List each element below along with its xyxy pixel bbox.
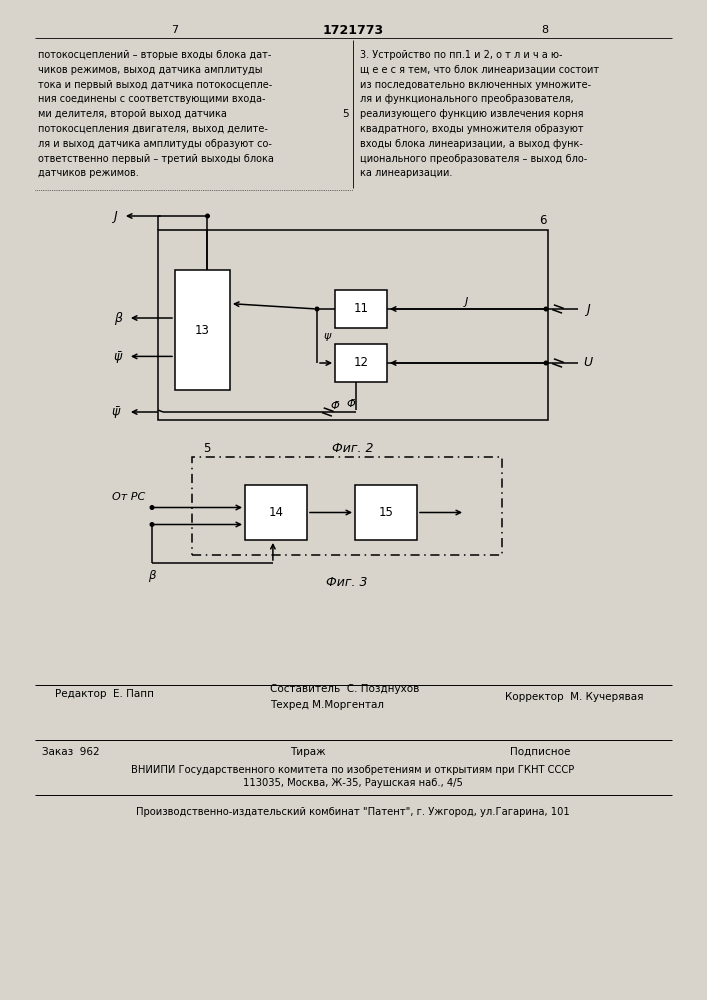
Text: Φ̄: Φ̄	[346, 399, 355, 409]
Text: 14: 14	[269, 506, 284, 519]
Text: Корректор  М. Кучерявая: Корректор М. Кучерявая	[505, 692, 643, 702]
Text: ля и функционального преобразователя,: ля и функционального преобразователя,	[360, 94, 573, 104]
Circle shape	[544, 361, 548, 365]
Bar	[175, 270, 230, 390]
Bar	[158, 230, 548, 420]
Circle shape	[150, 523, 154, 526]
Text: тока и первый выход датчика потокосцепле-: тока и первый выход датчика потокосцепле…	[38, 80, 272, 90]
Text: 3. Устройство по пп.1 и 2, о т л и ч а ю-: 3. Устройство по пп.1 и 2, о т л и ч а ю…	[360, 50, 563, 60]
Text: β: β	[114, 312, 122, 325]
Bar	[335, 344, 387, 382]
Text: 5: 5	[204, 442, 211, 456]
Text: щ е е с я тем, что блок линеаризации состоит: щ е е с я тем, что блок линеаризации сос…	[360, 65, 599, 75]
Text: Фиг. 3: Фиг. 3	[326, 576, 368, 589]
Text: ка линеаризации.: ка линеаризации.	[360, 168, 452, 178]
Text: 113035, Москва, Ж-35, Раушская наб., 4/5: 113035, Москва, Ж-35, Раушская наб., 4/5	[243, 778, 463, 788]
Text: 7: 7	[171, 25, 179, 35]
Text: ответственно первый – третий выходы блока: ответственно первый – третий выходы блок…	[38, 154, 274, 164]
Text: Редактор  Е. Папп: Редактор Е. Папп	[55, 689, 154, 699]
Text: ля и выход датчика амплитуды образуют со-: ля и выход датчика амплитуды образуют со…	[38, 139, 272, 149]
Text: J: J	[586, 302, 590, 316]
Text: 5: 5	[342, 109, 349, 119]
Bar	[192, 457, 502, 555]
Text: из последовательно включенных умножите-: из последовательно включенных умножите-	[360, 80, 591, 90]
Text: чиков режимов, выход датчика амплитуды: чиков режимов, выход датчика амплитуды	[38, 65, 262, 75]
Text: 8: 8	[542, 25, 549, 35]
Text: J: J	[113, 210, 117, 223]
Text: 6: 6	[539, 214, 547, 227]
Text: От РС: От РС	[112, 492, 145, 502]
Text: Φ̄: Φ̄	[331, 401, 339, 411]
Text: квадратного, входы умножителя образуют: квадратного, входы умножителя образуют	[360, 124, 583, 134]
Text: Составитель  С. Позднухов: Составитель С. Позднухов	[270, 684, 419, 694]
Text: 1721773: 1721773	[322, 24, 384, 37]
Text: датчиков режимов.: датчиков режимов.	[38, 168, 139, 178]
Text: 15: 15	[378, 506, 393, 519]
Text: J: J	[465, 297, 468, 307]
Text: ционального преобразователя – выход бло-: ционального преобразователя – выход бло-	[360, 154, 588, 164]
Text: ВНИИПИ Государственного комитета по изобретениям и открытиям при ГКНТ СССР: ВНИИПИ Государственного комитета по изоб…	[132, 765, 575, 775]
Text: Тираж: Тираж	[290, 747, 326, 757]
Text: ми делителя, второй выход датчика: ми делителя, второй выход датчика	[38, 109, 227, 119]
Circle shape	[544, 307, 548, 311]
Bar	[245, 485, 307, 540]
Bar	[335, 290, 387, 328]
Circle shape	[315, 307, 319, 311]
Text: ψ̄: ψ̄	[114, 350, 122, 363]
Text: потокосцеплений – вторые входы блока дат-: потокосцеплений – вторые входы блока дат…	[38, 50, 271, 60]
Circle shape	[206, 214, 209, 218]
Text: реализующего функцию извлечения корня: реализующего функцию извлечения корня	[360, 109, 583, 119]
Text: ψ̄: ψ̄	[112, 406, 120, 418]
Text: β: β	[148, 568, 156, 582]
Bar	[355, 485, 417, 540]
Text: потокосцепления двигателя, выход делите-: потокосцепления двигателя, выход делите-	[38, 124, 268, 134]
Text: ния соединены с соответствующими входа-: ния соединены с соответствующими входа-	[38, 94, 266, 104]
Text: Техред М.Моргентал: Техред М.Моргентал	[270, 700, 384, 710]
Text: ψ: ψ	[323, 331, 331, 341]
Text: Заказ  962: Заказ 962	[42, 747, 100, 757]
Text: 11: 11	[354, 302, 368, 316]
Circle shape	[150, 506, 154, 509]
Text: Подписное: Подписное	[510, 747, 571, 757]
Text: U: U	[583, 357, 592, 369]
Text: Фиг. 2: Фиг. 2	[332, 442, 374, 454]
Text: Производственно-издательский комбинат "Патент", г. Ужгород, ул.Гагарина, 101: Производственно-издательский комбинат "П…	[136, 807, 570, 817]
Text: входы блока линеаризации, а выход функ-: входы блока линеаризации, а выход функ-	[360, 139, 583, 149]
Text: 13: 13	[195, 324, 210, 337]
Text: 12: 12	[354, 357, 368, 369]
